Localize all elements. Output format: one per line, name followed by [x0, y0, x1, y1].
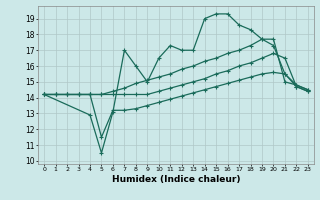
X-axis label: Humidex (Indice chaleur): Humidex (Indice chaleur) — [112, 175, 240, 184]
